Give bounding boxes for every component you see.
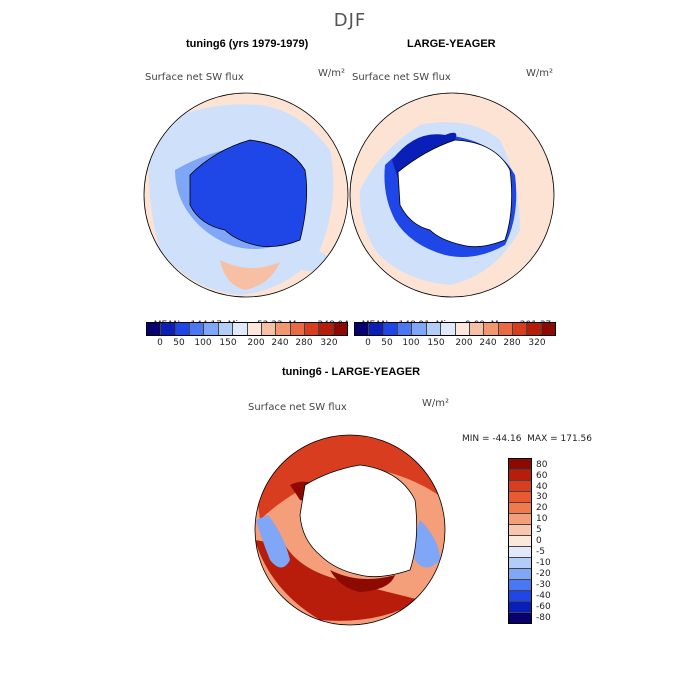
- map-border-bottom: [254, 434, 446, 626]
- colorbar-tick-label: -60: [536, 601, 551, 612]
- map-top-right: [350, 93, 554, 297]
- colorbar-swatch: [190, 323, 205, 335]
- colorbar-tick-label: 20: [536, 503, 548, 514]
- colorbar-swatch: [161, 323, 176, 335]
- colorbar-swatch: [147, 323, 162, 335]
- colorbar-swatch: [541, 323, 556, 335]
- colorbar-tick-label: 150: [427, 338, 445, 348]
- colorbar-tick-label: -10: [536, 558, 551, 569]
- colorbar-swatch: [333, 323, 348, 335]
- colorbar-tick-label: 150: [219, 338, 237, 348]
- colorbar-tick-label: 320: [528, 338, 546, 348]
- minmax-bottom: MIN = -44.16 MAX = 171.56: [462, 434, 592, 444]
- colorbar-swatch: [369, 323, 384, 335]
- colorbar-swatch: [290, 323, 305, 335]
- colorbar-swatch: [455, 323, 470, 335]
- colorbar-swatch: [509, 514, 531, 525]
- colorbar-swatch: [355, 323, 370, 335]
- colorbar-swatch: [509, 459, 531, 470]
- colorbar-swatch: [509, 602, 531, 613]
- colorbar-diff: [508, 458, 532, 624]
- colorbar-tick-label: 100: [402, 338, 420, 348]
- colorbar-tick-label: 0: [365, 338, 371, 348]
- colorbar-tick-label: 50: [381, 338, 393, 348]
- colorbar-tick-label: 30: [536, 492, 548, 503]
- map-bottom: [255, 435, 445, 625]
- map-border-top-left: [143, 92, 349, 298]
- colorbar-tick-label: -80: [536, 612, 551, 623]
- panel-title-bottom: tuning6 - LARGE-YEAGER: [282, 366, 421, 378]
- colorbar-swatch: [175, 323, 191, 335]
- units-bottom: W/m²: [422, 398, 450, 409]
- colorbar-swatch: [319, 323, 334, 335]
- colorbar-swatch: [509, 525, 531, 536]
- colorbar-tick-label: 200: [455, 338, 473, 348]
- colorbar-tick-label: 40: [536, 481, 548, 492]
- colorbar-tick-label: 280: [295, 338, 313, 348]
- colorbar-swatch: [484, 323, 499, 335]
- colorbar-tick-label: 200: [247, 338, 265, 348]
- colorbar-tick-label: -30: [536, 579, 551, 590]
- colorbar-top-right: [354, 322, 556, 336]
- colorbar-swatch: [509, 591, 531, 602]
- panel-title-top-right: LARGE-YEAGER: [407, 38, 496, 50]
- colorbar-swatch: [469, 323, 485, 335]
- colorbar-swatch: [509, 569, 531, 580]
- colorbar-swatch: [509, 503, 531, 514]
- colorbar-swatch: [527, 323, 542, 335]
- colorbar-tick-label: 0: [157, 338, 163, 348]
- colorbar-tick-label: -40: [536, 590, 551, 601]
- colorbar-swatch: [509, 547, 531, 558]
- colorbar-swatch: [426, 323, 442, 335]
- variable-label-top-left: Surface net SW flux: [145, 72, 244, 83]
- units-top-left: W/m²: [318, 68, 346, 79]
- colorbar-tick-label: 240: [271, 338, 289, 348]
- colorbar-labels-diff: 80 60 40 30 20 10 5 0 -5 -10 -20 -30 -40 -60 -80: [536, 458, 576, 623]
- units-top-right: W/m²: [526, 68, 554, 79]
- colorbar-tick-label: 5: [536, 525, 542, 536]
- colorbar-swatch: [204, 323, 219, 335]
- variable-label-top-right: Surface net SW flux: [352, 72, 451, 83]
- colorbar-swatch: [412, 323, 427, 335]
- colorbar-tick-label: 10: [536, 514, 548, 525]
- panel-title-top-left: tuning6 (yrs 1979-1979): [186, 38, 309, 50]
- figure-title: DJF: [333, 10, 367, 31]
- colorbar-top-left: [146, 322, 348, 336]
- colorbar-swatch: [509, 470, 531, 481]
- map-top-left: [144, 93, 348, 297]
- colorbar-swatch: [509, 492, 531, 503]
- colorbar-swatch: [498, 323, 513, 335]
- colorbar-tick-label: -5: [536, 547, 545, 558]
- colorbar-swatch: [276, 323, 291, 335]
- colorbar-tick-label: 320: [320, 338, 338, 348]
- colorbar-swatch: [509, 613, 531, 623]
- colorbar-swatch: [383, 323, 399, 335]
- map-border-top-right: [349, 92, 555, 298]
- colorbar-swatch: [218, 323, 234, 335]
- colorbar-tick-label: 100: [194, 338, 212, 348]
- colorbar-swatch: [509, 580, 531, 591]
- variable-label-bottom: Surface net SW flux: [248, 402, 347, 413]
- colorbar-swatch: [247, 323, 262, 335]
- colorbar-swatch: [398, 323, 413, 335]
- colorbar-swatch: [441, 323, 456, 335]
- colorbar-tick-label: -20: [536, 568, 551, 579]
- colorbar-swatch: [233, 323, 248, 335]
- colorbar-tick-label: 0: [536, 536, 542, 547]
- colorbar-swatch: [509, 536, 531, 547]
- colorbar-tick-label: 280: [503, 338, 521, 348]
- colorbar-tick-label: 60: [536, 470, 548, 481]
- colorbar-tick-label: 240: [479, 338, 497, 348]
- colorbar-swatch: [509, 558, 531, 569]
- colorbar-swatch: [509, 481, 531, 492]
- colorbar-tick-label: 50: [173, 338, 185, 348]
- colorbar-tick-label: 80: [536, 459, 548, 470]
- colorbar-swatch: [261, 323, 277, 335]
- colorbar-swatch: [304, 323, 320, 335]
- colorbar-swatch: [512, 323, 528, 335]
